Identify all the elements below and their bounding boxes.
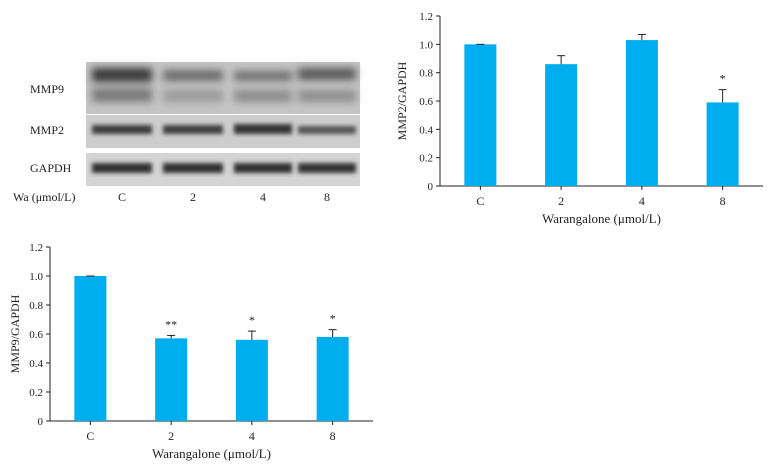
mmp9-chart-x-tick-label: 8 [330,429,336,443]
mmp9-chart-y-tick-label: 0 [38,416,44,428]
blot-label-gapdh: GAPDH [30,161,72,175]
mmp9-chart-x-tick-label: 2 [168,429,174,443]
blot-strip-mmp2 [86,115,360,148]
mmp2-chart-bar-2 [545,64,578,186]
mmp9-chart-significance-mark: * [249,313,255,327]
mmp2-bar-chart: 0 0.2 0.4 0.6 0.8 1.0 1.2 C 2 4 8 * Warangalone (μmo… [395,11,763,226]
mmp2-chart-x-tick-label: 2 [558,194,564,208]
mmp2-chart-y-tick-label: 1.0 [419,39,433,51]
mmp9-chart-bar-8 [316,336,349,421]
mmp2-chart-y-tick-label: 0 [428,181,434,193]
western-blot-panel: MMP9 MMP2 GAPDH Wa (μmol/L) C 2 4 8 [13,62,360,204]
mmp9-chart-y-axis-label: MMP9/GAPDH [8,294,22,373]
mmp2-chart-y-tick-label: 1.2 [419,11,433,23]
mmp2-chart-x-axis-label: Warangalone (μmol/L) [542,211,661,226]
mmp2-chart-y-axis-label: MMP2/GAPDH [395,61,409,140]
mmp2-chart-x-tick-label: 8 [720,194,726,208]
mmp9-chart-bar-C [74,276,107,421]
blot-label-mmp2: MMP2 [30,123,64,137]
blot-lane-4: 4 [260,190,266,204]
blot-strip-gapdh [86,153,360,186]
mmp9-chart-x-axis-label: Warangalone (μmol/L) [152,446,271,461]
mmp9-chart-bar-2 [155,338,188,421]
blot-lane-2: 2 [190,190,196,204]
mmp9-bar-chart: 0 0.2 0.4 0.6 0.8 1.0 1.2 C 2 ** 4 * 8 * Warangalone (… [8,242,373,461]
blot-strip-mmp9 [86,62,360,114]
blot-label-mmp9: MMP9 [30,82,64,96]
mmp9-chart-bar-4 [235,339,268,421]
mmp9-chart-y-tick-label: 0.4 [29,358,43,370]
mmp2-chart-x-tick-label: C [476,194,484,208]
mmp9-chart-y-tick-label: 1.0 [29,271,43,283]
mmp2-chart-bar-4 [625,40,658,187]
mmp2-chart-x-tick-label: 4 [639,194,645,208]
mmp9-chart-significance-mark: * [330,312,336,326]
mmp9-chart-x-tick-label: 4 [249,429,255,443]
mmp9-chart-y-tick-label: 0.6 [29,329,43,341]
mmp9-chart-y-tick-label: 1.2 [29,242,43,254]
mmp9-chart-significance-mark: ** [165,317,177,331]
mmp9-chart-y-tick-label: 0.8 [29,300,43,312]
mmp2-chart-y-tick-label: 0.2 [419,153,433,165]
blot-lane-8: 8 [324,190,330,204]
mmp2-chart-y-tick-label: 0.8 [419,68,433,80]
mmp2-chart-bar-8 [706,102,739,186]
blot-lane-c: C [118,190,126,204]
mmp2-chart-y-tick-label: 0.4 [419,124,433,136]
blot-lane-header: Wa (μmol/L) [13,190,75,204]
mmp9-chart-y-tick-label: 0.2 [29,387,43,399]
mmp2-chart-significance-mark: * [720,72,726,86]
mmp9-chart-x-tick-label: C [86,429,94,443]
mmp2-chart-y-tick-label: 0.6 [419,96,433,108]
mmp2-chart-bar-C [464,44,497,187]
